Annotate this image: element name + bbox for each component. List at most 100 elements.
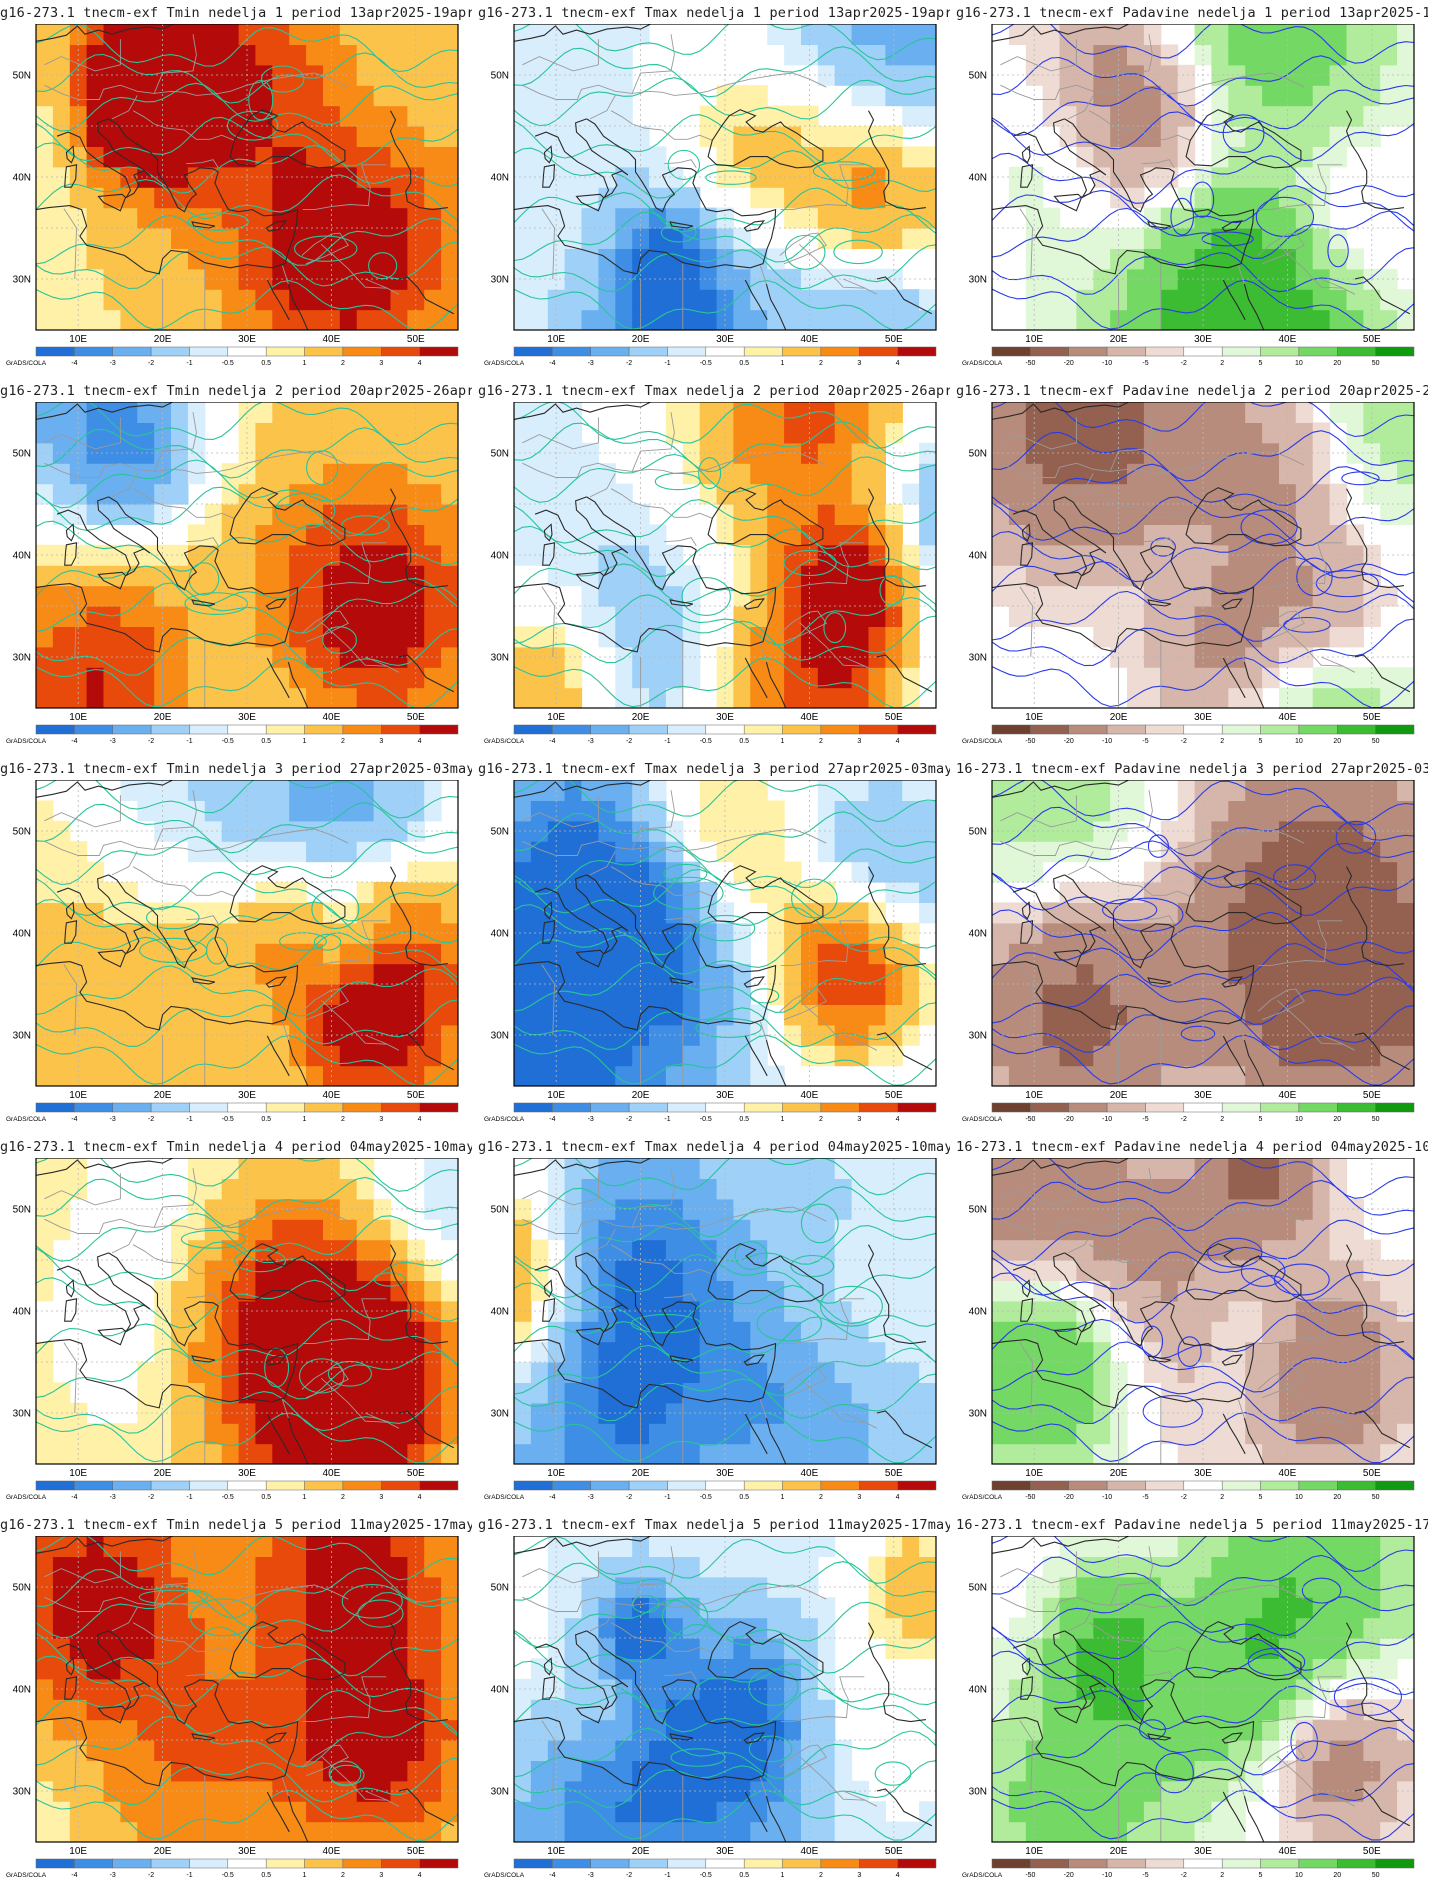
legend-swatch — [991, 1480, 1031, 1491]
legend-tick-label: -1 — [664, 1494, 670, 1501]
panel-title: g16-273.1 tnecm-exf Tmin nedelja 3 perio… — [0, 761, 472, 777]
anomaly-field — [514, 1536, 936, 1842]
legend-tick-label: 3 — [379, 738, 383, 745]
lon-tick-label: 20E — [1110, 712, 1128, 723]
legend-swatch — [705, 346, 745, 357]
legend-tick-label: 2 — [819, 1116, 823, 1123]
lon-tick-label: 10E — [69, 1468, 87, 1479]
lon-tick-label: 20E — [632, 334, 650, 345]
legend-tick-label: -10 — [1102, 1494, 1112, 1501]
legend-tick-label: 4 — [896, 360, 900, 367]
legend-tick-label: -3 — [588, 360, 594, 367]
lat-tick-label: 40N — [969, 929, 987, 940]
legend-swatch — [189, 724, 229, 735]
lat-tick-label: 50N — [969, 449, 987, 460]
legend-tick-label: 4 — [896, 1116, 900, 1123]
panel-title: g16-273.1 tnecm-exf Padavine nedelja 1 p… — [956, 5, 1428, 21]
legend-swatch — [265, 1102, 305, 1113]
legend-tick-label: 20 — [1333, 1494, 1341, 1501]
coastlines — [992, 24, 1411, 330]
legend-swatch — [419, 1480, 459, 1491]
legend-tick-label: -20 — [1064, 1116, 1074, 1123]
legend-tick-label: -2 — [148, 1872, 154, 1879]
anomaly-field — [992, 1536, 1414, 1842]
lon-tick-label: 20E — [154, 1846, 172, 1857]
lon-tick-label: 20E — [632, 1846, 650, 1857]
legend-swatch — [1337, 1858, 1376, 1869]
legend-tick-label: -5 — [1142, 360, 1148, 367]
map-panel-tmin-week-5: g16-273.1 tnecm-exf Tmin nedelja 5 perio… — [0, 1512, 472, 1890]
legend-tick-label: -1 — [186, 360, 192, 367]
lat-tick-label: 40N — [491, 1307, 509, 1318]
graticule — [514, 402, 936, 708]
lat-tick-label: 40N — [491, 551, 509, 562]
map-frame — [991, 24, 1415, 331]
color-bar-legend: -4 -3 -2 -1 -0.5 0.5 1 2 3 4 GrADS/COLA — [484, 724, 937, 745]
lat-tick-label: 40N — [13, 1307, 31, 1318]
panel-title: g16-273.1 tnecm-exf Tmin nedelja 1 perio… — [0, 5, 472, 21]
lat-tick-label: 50N — [491, 449, 509, 460]
coastlines — [514, 402, 933, 708]
legend-swatch — [1068, 346, 1108, 357]
grads-credit: GrADS/COLA — [484, 1872, 525, 1879]
color-bar-legend: -4 -3 -2 -1 -0.5 0.5 1 2 3 4 GrADS/COLA — [6, 1858, 459, 1879]
legend-tick-label: -0.5 — [700, 738, 712, 745]
legend-tick-label: -3 — [110, 1494, 116, 1501]
legend-swatch — [820, 1102, 860, 1113]
legend-swatch — [782, 1102, 822, 1113]
lon-tick-label: 30E — [1194, 1468, 1212, 1479]
legend-tick-label: -4 — [71, 738, 77, 745]
legend-tick-label: -1 — [664, 360, 670, 367]
legend-swatch — [743, 1480, 783, 1491]
lat-tick-label: 30N — [969, 1031, 987, 1042]
map-figure: 50N 40N 30N 10E 20E 30E 40E 50E -50 -20 -10 -5 -2 2 5 1… — [962, 780, 1415, 1123]
map-frame — [513, 1536, 937, 1843]
legend-swatch — [859, 1480, 898, 1491]
legend-swatch — [1221, 1102, 1261, 1113]
legend-tick-label: -10 — [1102, 360, 1112, 367]
color-bar-legend: -4 -3 -2 -1 -0.5 0.5 1 2 3 4 GrADS/COLA — [6, 724, 459, 745]
anomaly-field — [514, 402, 936, 708]
lon-tick-label: 50E — [407, 1468, 425, 1479]
map-figure: 50N 40N 30N 10E 20E 30E 40E 50E -4 -3 -2 -1 -0.5 0.5 1… — [484, 1158, 937, 1501]
panel-title: g16-273.1 tnecm-exf Tmin nedelja 4 perio… — [0, 1139, 472, 1155]
color-bar-legend: -50 -20 -10 -5 -2 2 5 10 20 50 GrADS/COLA — [962, 1102, 1415, 1123]
lon-tick-label: 10E — [547, 1090, 565, 1101]
legend-swatch — [1145, 1858, 1185, 1869]
graticule — [514, 780, 936, 1086]
grads-credit: GrADS/COLA — [484, 1494, 525, 1501]
legend-swatch — [342, 724, 382, 735]
legend-tick-label: -0.5 — [700, 360, 712, 367]
legend-swatch — [859, 346, 898, 357]
legend-tick-label: 4 — [896, 1872, 900, 1879]
lat-tick-label: 30N — [969, 1409, 987, 1420]
anomaly-field — [36, 780, 458, 1086]
grads-credit: GrADS/COLA — [6, 1116, 47, 1123]
legend-swatch — [1337, 1102, 1376, 1113]
legend-swatch — [1183, 1858, 1223, 1869]
legend-tick-label: 0.5 — [261, 1872, 271, 1879]
lon-tick-label: 20E — [154, 712, 172, 723]
coastlines — [514, 780, 933, 1086]
legend-swatch — [897, 724, 937, 735]
legend-swatch — [897, 1858, 937, 1869]
legend-tick-label: -3 — [110, 738, 116, 745]
map-figure: 50N 40N 30N 10E 20E 30E 40E 50E -50 -20 -10 -5 -2 2 5 1… — [962, 1158, 1415, 1501]
legend-tick-label: -1 — [664, 1872, 670, 1879]
lat-tick-label: 50N — [969, 1583, 987, 1594]
graticule — [36, 1158, 458, 1464]
legend-tick-label: 2 — [341, 1872, 345, 1879]
legend-swatch — [705, 724, 745, 735]
anomaly-field — [514, 24, 936, 330]
legend-swatch — [667, 1858, 707, 1869]
lat-tick-label: 30N — [13, 1787, 31, 1798]
legend-tick-label: 50 — [1372, 1116, 1380, 1123]
map-figure: 50N 40N 30N 10E 20E 30E 40E 50E -50 -20 -10 -5 -2 2 5 1… — [962, 1536, 1415, 1879]
legend-swatch — [1030, 1102, 1070, 1113]
legend-swatch — [419, 1102, 459, 1113]
anomaly-field — [36, 24, 458, 330]
legend-tick-label: 2 — [819, 1494, 823, 1501]
legend-swatch — [782, 346, 822, 357]
map-panel-tmax-week-3: g16-273.1 tnecm-exf Tmax nedelja 3 perio… — [478, 756, 950, 1134]
legend-swatch — [150, 1480, 190, 1491]
